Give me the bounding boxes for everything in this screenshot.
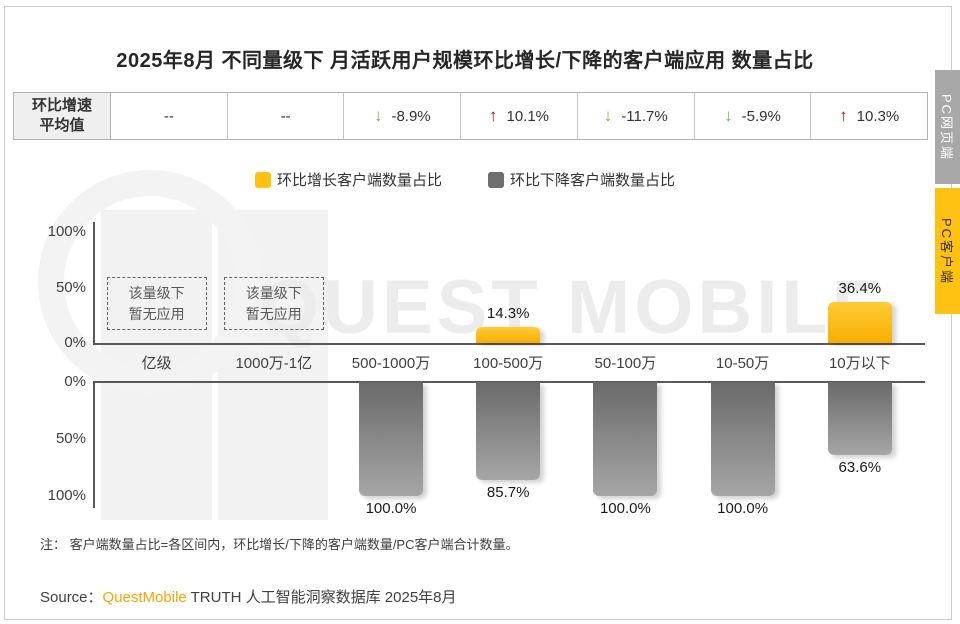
no-app-box: 该量级下 暂无应用 [223, 277, 324, 330]
summary-table-value: -5.9% [741, 107, 781, 125]
no-app-box-text: 该量级下 [245, 285, 302, 302]
decline-bar-value: 63.6% [838, 459, 882, 476]
no-app-box-text: 暂无应用 [245, 305, 302, 322]
arrow-down-icon: ↓ [603, 106, 613, 125]
summary-table-cell: ↓ -8.9% [344, 93, 462, 139]
arrow-up-icon: ↑ [839, 106, 848, 125]
category-label: 10-50万 [715, 355, 770, 372]
upper-axis-tick: 0% [64, 334, 86, 351]
growth-bar [476, 327, 541, 343]
summary-table-header-line1: 环比增速 [31, 96, 92, 114]
decline-bar [710, 382, 775, 496]
lower-axis-tick: 50% [55, 430, 86, 447]
decline-bar [476, 382, 541, 480]
decline-bar-value: 100.0% [365, 500, 417, 517]
tab-pc-client[interactable]: PC客户端 [935, 188, 960, 314]
category-label: 亿级 [141, 355, 172, 372]
page-title: 2025年8月 不同量级下 月活跃用户规模环比增长/下降的客户端应用 数量占比 [116, 50, 814, 72]
summary-table-value: 10.3% [856, 107, 900, 125]
summary-table-value: 10.1% [506, 107, 550, 125]
legend-label: 环比下降客户端数量占比 [510, 172, 676, 189]
chart-legend: 环比增长客户端数量占比 环比下降客户端数量占比 [0, 169, 930, 190]
decline-bar-value: 100.0% [717, 500, 769, 517]
summary-table-cell: -- [228, 93, 345, 139]
legend-label: 环比增长客户端数量占比 [276, 172, 442, 189]
summary-table-cell: ↑ 10.3% [811, 93, 927, 139]
summary-table-value: -- [280, 107, 291, 125]
summary-table-cell: ↓ -5.9% [695, 93, 812, 139]
no-app-box: 该量级下 暂无应用 [106, 277, 207, 330]
category-label: 1000万-1亿 [235, 355, 313, 372]
no-app-box-text: 暂无应用 [128, 305, 185, 322]
upper-axis-tick: 100% [47, 223, 86, 240]
arrow-up-icon: ↑ [488, 106, 498, 125]
summary-table-cell: ↓ -11.7% [578, 93, 695, 139]
legend-swatch-icon [254, 171, 271, 188]
summary-table-value: -11.7% [621, 107, 668, 125]
tab-pc-web[interactable]: PC网页端 [935, 70, 960, 184]
growth-bar-value: 14.3% [486, 305, 530, 322]
upper-axis-tick: 50% [55, 279, 86, 296]
no-app-box-text: 该量级下 [128, 285, 185, 302]
source-suffix: TRUTH 人工智能洞察数据库 2025年8月 [186, 589, 457, 606]
lower-axis-tick: 100% [47, 487, 86, 504]
category-label: 50-100万 [594, 355, 657, 372]
upper-x-axis-line [93, 343, 925, 345]
legend-item: 环比增长客户端数量占比 [254, 169, 442, 190]
footnote: 注： 客户端数量占比=各区间内，环比增长/下降的客户端数量/PC客户端合计数量。 [40, 537, 519, 552]
summary-table-header-line2: 平均值 [39, 117, 85, 134]
lower-y-axis-line [93, 381, 95, 508]
arrow-down-icon: ↓ [724, 106, 733, 125]
growth-bar [827, 302, 892, 343]
source-brand: QuestMobile [102, 589, 187, 606]
decline-bar [593, 382, 658, 496]
decline-bar-value: 100.0% [599, 500, 651, 517]
legend-item: 环比下降客户端数量占比 [488, 169, 675, 190]
lower-axis-tick: 0% [64, 373, 86, 390]
decline-bar-value: 85.7% [486, 484, 530, 501]
summary-table-value: -8.9% [391, 107, 431, 125]
decline-bar [359, 382, 423, 496]
tab-pc-web-label: PC网页端 [939, 93, 954, 161]
watermark-text: QUEST MOBILE [260, 265, 887, 350]
upper-y-axis-line [93, 222, 95, 344]
summary-table-header: 环比增速 平均值 [14, 93, 111, 139]
category-label: 500-1000万 [351, 355, 431, 372]
summary-table-cell: -- [111, 93, 228, 139]
decline-bar [827, 382, 892, 455]
category-label: 100-500万 [473, 355, 544, 372]
growth-bar-value: 36.4% [838, 280, 882, 297]
source-prefix: Source： [40, 589, 103, 606]
tab-pc-client-label: PC客户端 [939, 217, 954, 285]
category-label: 10万以下 [828, 355, 891, 372]
summary-table-cell: ↑ 10.1% [461, 93, 578, 139]
summary-table-value: -- [163, 107, 174, 125]
legend-swatch-icon [488, 171, 504, 188]
arrow-down-icon: ↓ [373, 106, 383, 125]
source-line: Source：QuestMobile TRUTH 人工智能洞察数据库 2025年… [40, 586, 457, 607]
summary-table: 环比增速 平均值 -- -- ↓ -8.9% ↑ 10.1% ↓ -11.7% ↓ -5.9% ↑ 1… [13, 92, 928, 140]
